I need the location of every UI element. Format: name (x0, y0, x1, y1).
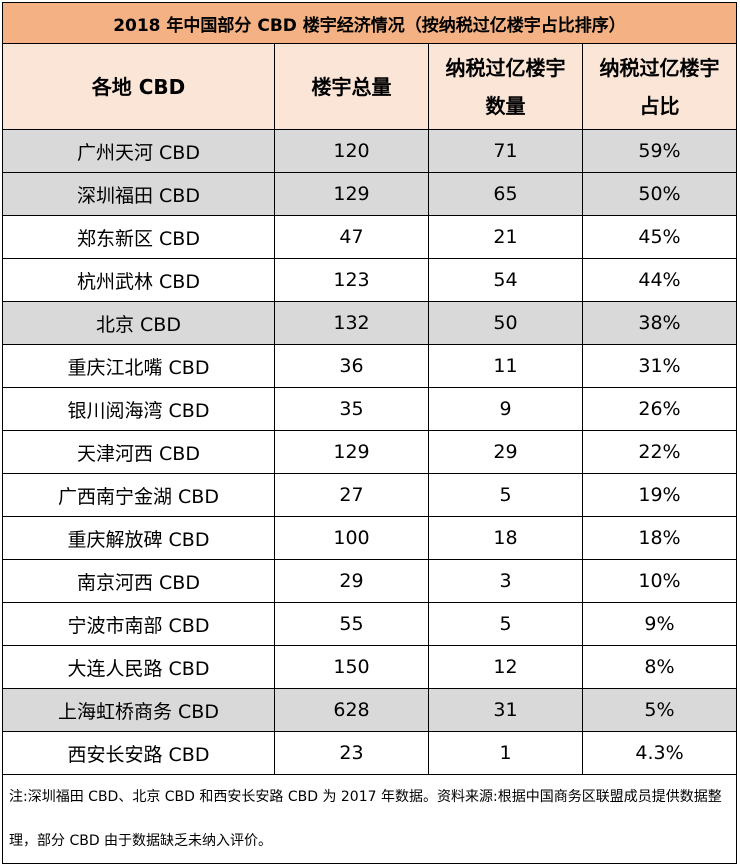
cell-building-total: 36 (274, 344, 429, 388)
table-row: 郑东新区 CBD 47 21 45% (2, 215, 737, 259)
header-share-line-1: 纳税过亿楼宇 (599, 55, 720, 80)
cell-over-100m-share: 9% (582, 602, 737, 646)
cell-over-100m-share: 4.3% (582, 731, 737, 775)
cell-building-total: 55 (274, 602, 429, 646)
cell-over-100m-count: 11 (428, 344, 583, 388)
table-row: 重庆解放碑 CBD 100 18 18% (2, 516, 737, 560)
cell-building-total: 47 (274, 215, 429, 259)
cell-cbd-name: 西安长安路 CBD (2, 731, 275, 775)
cell-building-total: 120 (274, 129, 429, 173)
cell-over-100m-share: 10% (582, 559, 737, 603)
cell-over-100m-share: 59% (582, 129, 737, 173)
cell-building-total: 129 (274, 430, 429, 474)
cell-cbd-name: 银川阅海湾 CBD (2, 387, 275, 431)
cell-over-100m-count: 31 (428, 688, 583, 732)
cell-over-100m-share: 26% (582, 387, 737, 431)
cell-building-total: 150 (274, 645, 429, 689)
table-row: 南京河西 CBD 29 3 10% (2, 559, 737, 603)
cell-over-100m-count: 50 (428, 301, 583, 345)
cell-over-100m-count: 71 (428, 129, 583, 173)
cell-building-total: 29 (274, 559, 429, 603)
table-row: 北京 CBD 132 50 38% (2, 301, 737, 345)
cell-building-total: 23 (274, 731, 429, 775)
table-row: 上海虹桥商务 CBD 628 31 5% (2, 688, 737, 732)
header-total-line: 楼宇总量 (311, 74, 392, 99)
title-row: 2018 年中国部分 CBD 楼宇经济情况（按纳税过亿楼宇占比排序） (2, 2, 737, 44)
cell-cbd-name: 重庆江北嘴 CBD (2, 344, 275, 388)
header-total: 楼宇总量 (274, 43, 429, 130)
cell-over-100m-share: 22% (582, 430, 737, 474)
table-note: 注:深圳福田 CBD、北京 CBD 和西安长安路 CBD 为 2017 年数据。… (2, 774, 737, 864)
table-row: 西安长安路 CBD 23 1 4.3% (2, 731, 737, 775)
table-row: 宁波市南部 CBD 55 5 9% (2, 602, 737, 646)
cell-over-100m-share: 38% (582, 301, 737, 345)
header-cbd-line: 各地 CBD (91, 74, 186, 99)
cell-cbd-name: 深圳福田 CBD (2, 172, 275, 216)
cell-cbd-name: 北京 CBD (2, 301, 275, 345)
cell-cbd-name: 广州天河 CBD (2, 129, 275, 173)
cell-over-100m-share: 45% (582, 215, 737, 259)
cell-cbd-name: 上海虹桥商务 CBD (2, 688, 275, 732)
cell-cbd-name: 宁波市南部 CBD (2, 602, 275, 646)
table-row: 银川阅海湾 CBD 35 9 26% (2, 387, 737, 431)
cell-building-total: 100 (274, 516, 429, 560)
cell-cbd-name: 南京河西 CBD (2, 559, 275, 603)
cell-over-100m-count: 12 (428, 645, 583, 689)
cell-cbd-name: 郑东新区 CBD (2, 215, 275, 259)
cell-building-total: 27 (274, 473, 429, 517)
cell-cbd-name: 大连人民路 CBD (2, 645, 275, 689)
header-share: 纳税过亿楼宇 占比 (582, 43, 737, 130)
cell-over-100m-count: 5 (428, 473, 583, 517)
cell-over-100m-count: 1 (428, 731, 583, 775)
header-cbd: 各地 CBD (2, 43, 275, 130)
cell-over-100m-share: 19% (582, 473, 737, 517)
table-row: 广西南宁金湖 CBD 27 5 19% (2, 473, 737, 517)
table-row: 大连人民路 CBD 150 12 8% (2, 645, 737, 689)
table-row: 杭州武林 CBD 123 54 44% (2, 258, 737, 302)
cell-cbd-name: 重庆解放碑 CBD (2, 516, 275, 560)
note-row: 注:深圳福田 CBD、北京 CBD 和西安长安路 CBD 为 2017 年数据。… (2, 774, 737, 864)
cell-over-100m-share: 8% (582, 645, 737, 689)
header-count-line-1: 纳税过亿楼宇 (445, 55, 566, 80)
header-count: 纳税过亿楼宇 数量 (428, 43, 583, 130)
cell-cbd-name: 天津河西 CBD (2, 430, 275, 474)
cell-building-total: 628 (274, 688, 429, 732)
cell-cbd-name: 广西南宁金湖 CBD (2, 473, 275, 517)
cell-over-100m-count: 9 (428, 387, 583, 431)
header-count-line-2: 数量 (485, 93, 526, 118)
table-row: 重庆江北嘴 CBD 36 11 31% (2, 344, 737, 388)
cell-building-total: 132 (274, 301, 429, 345)
cell-building-total: 129 (274, 172, 429, 216)
cell-over-100m-count: 54 (428, 258, 583, 302)
cell-over-100m-share: 50% (582, 172, 737, 216)
header-row: 各地 CBD 楼宇总量 纳税过亿楼宇 数量 纳税过亿楼宇 占比 (2, 43, 737, 130)
cell-over-100m-share: 31% (582, 344, 737, 388)
cell-over-100m-count: 65 (428, 172, 583, 216)
cell-cbd-name: 杭州武林 CBD (2, 258, 275, 302)
cell-over-100m-count: 21 (428, 215, 583, 259)
header-share-line-2: 占比 (639, 93, 680, 118)
cell-over-100m-share: 5% (582, 688, 737, 732)
table-row: 广州天河 CBD 120 71 59% (2, 129, 737, 173)
table-row: 天津河西 CBD 129 29 22% (2, 430, 737, 474)
cell-over-100m-count: 18 (428, 516, 583, 560)
cell-over-100m-count: 5 (428, 602, 583, 646)
cell-over-100m-count: 29 (428, 430, 583, 474)
cell-over-100m-share: 18% (582, 516, 737, 560)
cell-building-total: 35 (274, 387, 429, 431)
cell-over-100m-share: 44% (582, 258, 737, 302)
cell-over-100m-count: 3 (428, 559, 583, 603)
cell-building-total: 123 (274, 258, 429, 302)
table-title: 2018 年中国部分 CBD 楼宇经济情况（按纳税过亿楼宇占比排序） (2, 2, 737, 44)
table-row: 深圳福田 CBD 129 65 50% (2, 172, 737, 216)
